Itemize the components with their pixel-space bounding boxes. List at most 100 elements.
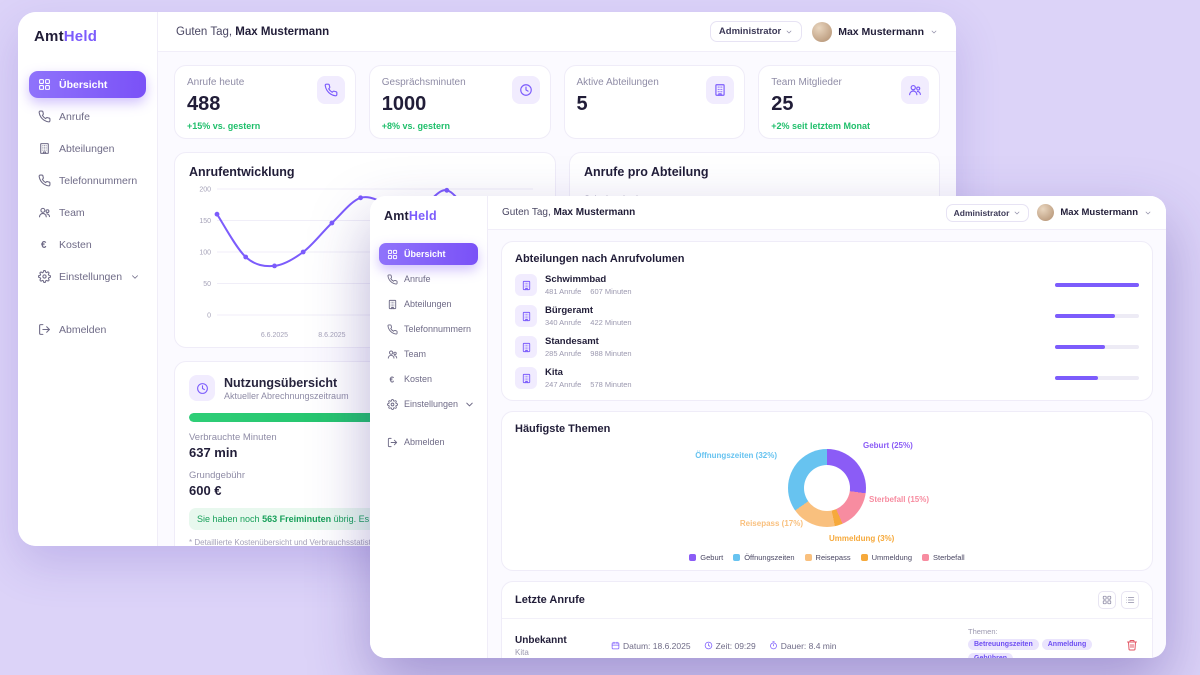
stat-delta: +2% seit letztem Monat <box>771 121 871 131</box>
card-title: Häufigste Themen <box>515 423 611 435</box>
grid-view-button[interactable] <box>1098 591 1116 609</box>
user-menu[interactable]: Max Mustermann <box>1037 204 1152 221</box>
sidebar-item-übersicht[interactable]: Übersicht <box>29 71 146 98</box>
note-strong: 563 Freiminuten <box>262 514 332 524</box>
sidebar-item-telefonnummern[interactable]: Telefonnummern <box>29 167 146 194</box>
sidebar-item-label: Abmelden <box>59 323 107 336</box>
department-stats: 481 Anrufe 607 Minuten <box>545 287 632 296</box>
delete-call-button[interactable] <box>1125 639 1139 653</box>
department-bar-fill <box>1055 376 1098 380</box>
topbar-right: Administrator Max Mustermann <box>709 21 938 42</box>
sidebar-item-abteilungen[interactable]: Abteilungen <box>29 135 146 162</box>
legend-item-reisepass: Reisepass <box>804 553 851 562</box>
users-icon <box>387 349 398 360</box>
sidebar-item-anrufe[interactable]: Anrufe <box>29 103 146 130</box>
sidebar-item-einstellungen[interactable]: Einstellungen <box>29 263 146 290</box>
stat-card: Team Mitglieder 25 +2% seit letztem Monat <box>758 65 940 139</box>
department-bar-fill <box>1055 314 1115 318</box>
sidebar-item-einstellungen[interactable]: Einstellungen <box>379 393 478 415</box>
stat-icon-box <box>706 76 735 104</box>
sidebar-item-abmelden[interactable]: Abmelden <box>379 431 478 453</box>
sidebar-item-anrufe[interactable]: Anrufe <box>379 268 478 290</box>
sidebar-item-label: Kosten <box>404 374 433 384</box>
usage-progress-track <box>189 413 541 422</box>
building-icon <box>521 280 532 291</box>
usage-progress-fill <box>189 413 541 422</box>
main-area: Guten Tag, Max Mustermann Administrator … <box>488 196 1166 658</box>
sidebar-item-label: Kosten <box>59 238 92 251</box>
topbar: Guten Tag, Max Mustermann Administrator … <box>158 12 956 52</box>
department-stats: 340 Anrufe 422 Minuten <box>545 318 632 327</box>
gear-icon <box>38 270 51 283</box>
building-icon-box <box>515 336 537 358</box>
svg-text:6.6.2025: 6.6.2025 <box>261 332 288 339</box>
department-name: Bürgeramt <box>545 305 594 316</box>
app-logo: AmtHeld <box>29 28 146 45</box>
department-info: Schwimmbad 481 Anrufe 607 Minuten <box>545 274 632 296</box>
stat-label: Team Mitglieder <box>771 77 842 88</box>
sidebar-nav: Übersicht Anrufe Abteilungen Telefonnummern… <box>379 243 478 415</box>
building-icon <box>521 311 532 322</box>
donut-chart-area: Geburt (25%) Öffnungszeiten (32%) Reisepas… <box>515 439 1139 545</box>
greeting-name: Max Mustermann <box>235 25 330 38</box>
phone-icon <box>38 174 51 187</box>
stat-value: 25 <box>771 93 794 115</box>
stat-value: 5 <box>576 93 588 115</box>
legend-item-sterbefall: Sterbefall <box>922 553 965 562</box>
sidebar-item-telefonnummern[interactable]: Telefonnummern <box>379 318 478 340</box>
role-dropdown[interactable]: Administrator <box>945 203 1030 222</box>
department-minutes: 988 Minuten <box>590 349 632 358</box>
sidebar-item-label: Anrufe <box>59 110 90 123</box>
card-haeufigste-themen: Häufigste Themen Geburt (25%) Öffnungszei… <box>501 411 1153 571</box>
department-bar-track <box>1055 376 1139 380</box>
sidebar-item-übersicht[interactable]: Übersicht <box>379 243 478 265</box>
department-list: Schwimmbad 481 Anrufe 607 Minuten Bürgeramt… <box>515 274 1139 389</box>
donut-label-öffnungszeiten: Öffnungszeiten (32%) <box>695 451 777 460</box>
svg-text:200: 200 <box>199 187 211 194</box>
call-duration: Dauer: 8.4 min <box>769 641 837 651</box>
svg-text:€: € <box>390 375 395 384</box>
stat-delta: +15% vs. gestern <box>187 121 261 131</box>
sidebar-item-label: Team <box>59 206 85 219</box>
sidebar-item-label: Einstellungen <box>404 399 459 409</box>
svg-text:50: 50 <box>203 281 211 288</box>
building-icon <box>387 299 398 310</box>
department-row: Kita 247 Anrufe 578 Minuten <box>515 367 1139 389</box>
department-name: Kita <box>545 367 563 378</box>
logo-prefix: Amt <box>384 209 409 223</box>
department-name: Standesamt <box>545 336 599 347</box>
list-view-button[interactable] <box>1121 591 1139 609</box>
greeting: Guten Tag, Max Mustermann <box>502 207 635 218</box>
stat-card: Anrufe heute 488 +15% vs. gestern <box>174 65 356 139</box>
role-dropdown[interactable]: Administrator <box>709 21 803 42</box>
sidebar-item-label: Übersicht <box>59 78 108 91</box>
sidebar-item-label: Abteilungen <box>404 299 452 309</box>
svg-text:8.6.2025: 8.6.2025 <box>318 332 345 339</box>
sidebar-item-abteilungen[interactable]: Abteilungen <box>379 293 478 315</box>
call-meta: Datum: 18.6.2025 Zeit: 09:29 Dauer: 8.4 mi… <box>611 641 837 651</box>
sidebar-item-team[interactable]: Team <box>379 343 478 365</box>
sidebar-item-kosten[interactable]: € Kosten <box>29 231 146 258</box>
call-date: Datum: 18.6.2025 <box>611 641 691 651</box>
view-toggle <box>1098 591 1139 609</box>
department-minutes: 422 Minuten <box>590 318 632 327</box>
dashboard-content: Abteilungen nach Anrufvolumen Schwimmbad… <box>488 230 1166 658</box>
greeting-text: Guten Tag, <box>176 25 233 38</box>
logo-suffix: Held <box>408 209 437 223</box>
topic-badge: Gebühren <box>968 653 1014 658</box>
sidebar-item-abmelden[interactable]: Abmelden <box>29 316 146 343</box>
sidebar-item-team[interactable]: Team <box>29 199 146 226</box>
stat-label: Aktive Abteilungen <box>576 77 659 88</box>
logout-icon <box>387 437 398 448</box>
phone-icon <box>324 83 338 97</box>
trash-icon <box>1126 639 1138 651</box>
usage-header: Nutzungsübersicht Aktueller Abrechnungsz… <box>189 375 541 401</box>
sidebar-item-kosten[interactable]: € Kosten <box>379 368 478 390</box>
department-name: Schwimmbad <box>545 274 607 285</box>
legend-item-geburt: Geburt <box>689 553 723 562</box>
donut-label-geburt: Geburt (25%) <box>863 441 913 450</box>
caller-department: Kita <box>515 647 529 657</box>
user-menu[interactable]: Max Mustermann <box>812 21 938 42</box>
